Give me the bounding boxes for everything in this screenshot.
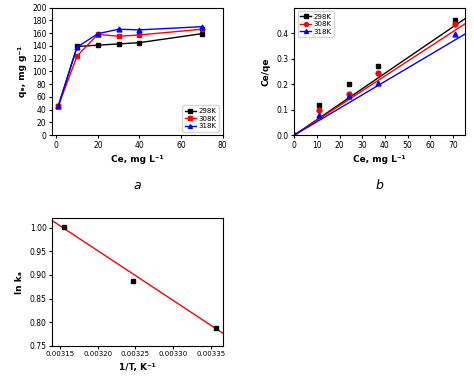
Y-axis label: qₑ, mg g⁻¹: qₑ, mg g⁻¹ <box>18 46 27 97</box>
308K <box>291 133 297 138</box>
318K <box>199 24 205 29</box>
308K <box>137 33 142 37</box>
Y-axis label: ln kₐ: ln kₐ <box>15 271 24 294</box>
298K <box>95 43 100 47</box>
318K <box>291 133 297 138</box>
308K <box>55 104 61 108</box>
Line: 318K: 318K <box>292 32 458 138</box>
298K <box>199 32 205 36</box>
Legend: 298K, 308K, 318K: 298K, 308K, 318K <box>298 11 334 37</box>
Line: 298K: 298K <box>292 18 458 138</box>
Text: b: b <box>375 179 383 192</box>
308K <box>116 34 121 38</box>
298K <box>346 82 352 86</box>
298K <box>55 104 61 108</box>
308K <box>199 27 205 32</box>
298K <box>375 64 381 68</box>
308K <box>375 70 381 75</box>
Line: 318K: 318K <box>56 24 204 108</box>
298K <box>291 133 297 138</box>
318K <box>375 80 381 85</box>
Line: 308K: 308K <box>292 22 458 138</box>
Legend: 298K, 308K, 318K: 298K, 308K, 318K <box>182 105 219 132</box>
Y-axis label: Ce/qe: Ce/qe <box>262 57 271 86</box>
298K <box>137 40 142 45</box>
298K <box>74 44 80 49</box>
X-axis label: 1/T, K⁻¹: 1/T, K⁻¹ <box>119 363 155 372</box>
308K <box>453 22 458 26</box>
318K <box>55 104 61 108</box>
Line: 308K: 308K <box>56 27 204 108</box>
308K <box>346 92 352 97</box>
X-axis label: Ce, mg L⁻¹: Ce, mg L⁻¹ <box>353 155 406 164</box>
298K <box>453 18 458 23</box>
308K <box>316 108 322 112</box>
318K <box>74 45 80 49</box>
318K <box>453 32 458 36</box>
Text: a: a <box>134 179 141 192</box>
318K <box>316 112 322 117</box>
318K <box>137 27 142 32</box>
318K <box>95 32 100 36</box>
318K <box>346 93 352 98</box>
318K <box>116 27 121 32</box>
308K <box>95 32 100 36</box>
Line: 298K: 298K <box>56 31 204 108</box>
308K <box>74 54 80 58</box>
298K <box>116 42 121 46</box>
298K <box>316 102 322 107</box>
X-axis label: Ce, mg L⁻¹: Ce, mg L⁻¹ <box>111 155 164 164</box>
